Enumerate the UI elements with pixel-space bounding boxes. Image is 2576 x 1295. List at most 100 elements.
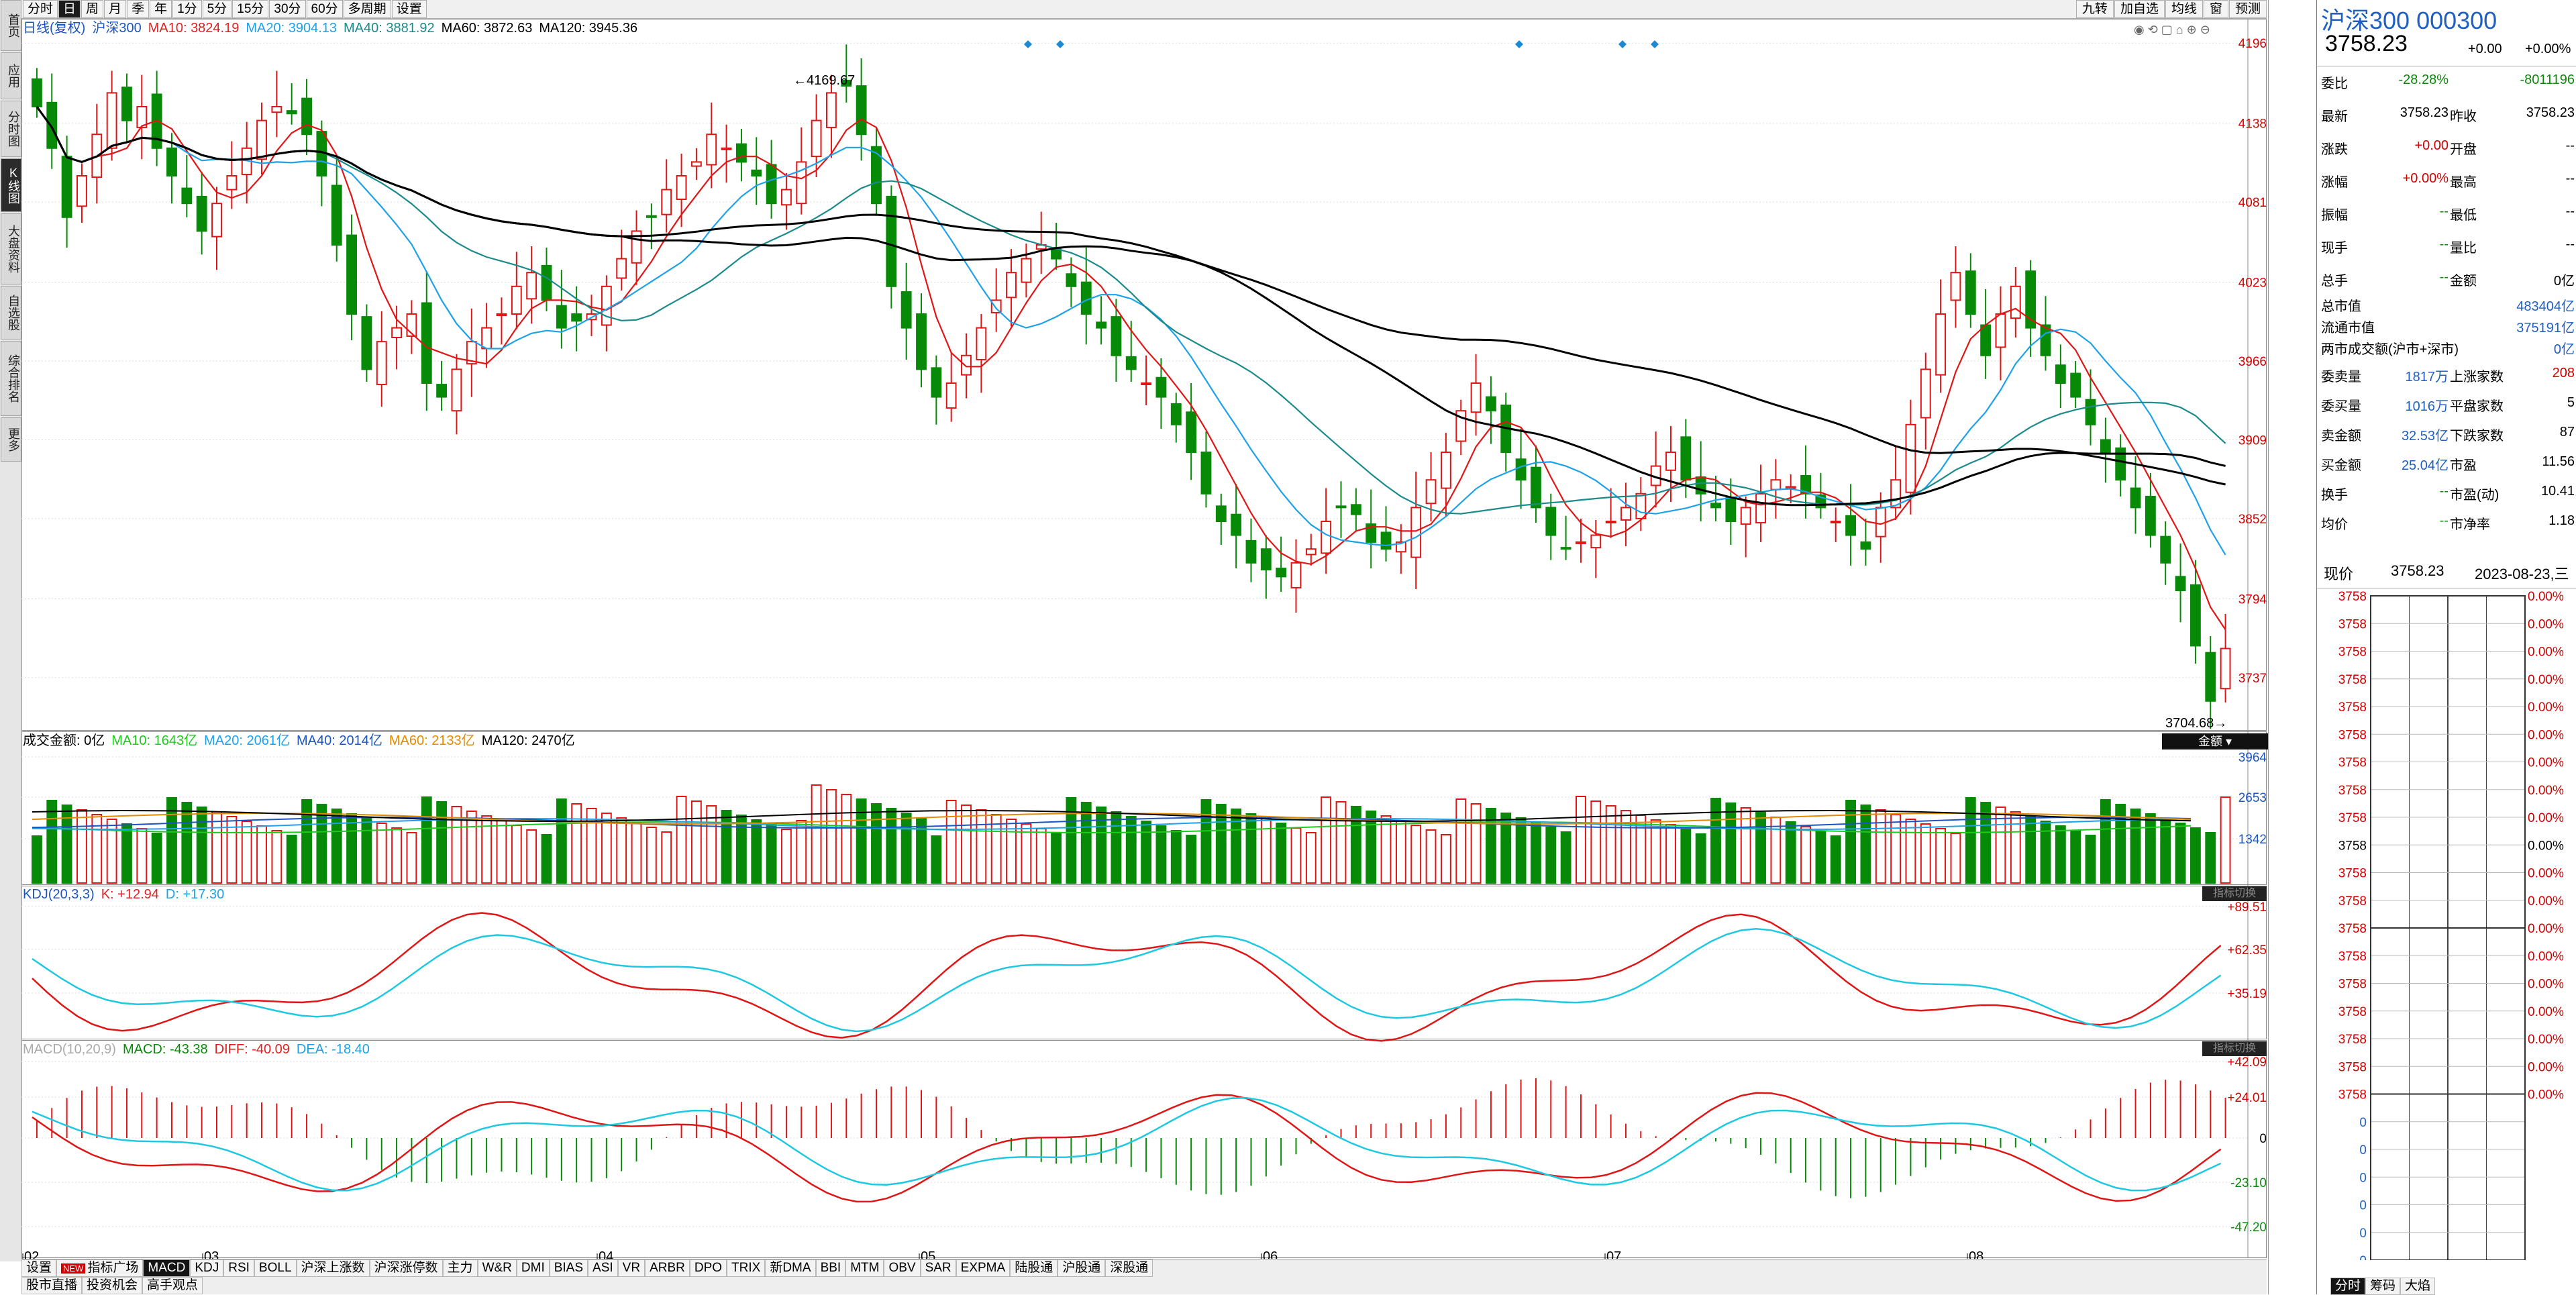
indicator-tab-15[interactable]: DPO bbox=[689, 1259, 727, 1277]
mini-price-label: 3758 bbox=[2338, 673, 2367, 687]
volume-bar bbox=[151, 833, 162, 884]
period-11[interactable]: 多周期 bbox=[343, 0, 391, 18]
candle-body bbox=[1560, 547, 1572, 550]
indicator-tab-8[interactable]: 主力 bbox=[442, 1259, 478, 1277]
event-marker[interactable] bbox=[1515, 40, 1523, 48]
event-marker[interactable] bbox=[1618, 40, 1627, 48]
sidebar-item-2[interactable]: 分时图 bbox=[1, 101, 21, 157]
period-3[interactable]: 月 bbox=[104, 0, 127, 18]
indicator-tab-25[interactable]: 深股通 bbox=[1105, 1259, 1153, 1277]
amount-switch-button[interactable]: 金额 ▾ bbox=[2162, 733, 2268, 749]
indicator-tab-18[interactable]: BBI bbox=[815, 1259, 846, 1277]
quote-label: 卖金额 bbox=[2321, 429, 2361, 444]
volume-bar bbox=[586, 808, 597, 884]
indicator-tab-23[interactable]: 陆股通 bbox=[1010, 1259, 1058, 1277]
event-marker[interactable] bbox=[1056, 40, 1064, 48]
sidebar-item-3[interactable]: K线图 bbox=[1, 158, 21, 212]
volume-bar bbox=[1590, 800, 1602, 884]
period-5[interactable]: 年 bbox=[150, 0, 172, 18]
sidebar-item-1[interactable]: 应用 bbox=[1, 52, 21, 99]
quote-label2: 市盈(动) bbox=[2450, 488, 2500, 503]
sidebar-item-7[interactable]: 更多 bbox=[1, 417, 21, 462]
mini-vol-label: 0 bbox=[2359, 1116, 2367, 1130]
indicator-tab-13[interactable]: VR bbox=[617, 1259, 646, 1277]
period-2[interactable]: 周 bbox=[81, 0, 104, 18]
indicator-tab-10[interactable]: DMI bbox=[516, 1259, 550, 1277]
indicator-tab-4[interactable]: RSI bbox=[223, 1259, 254, 1277]
period-10[interactable]: 60分 bbox=[306, 0, 343, 18]
indicator-tab-14[interactable]: ARBR bbox=[645, 1259, 690, 1277]
price-axis-label: 4196 bbox=[2238, 37, 2267, 51]
candle-body bbox=[121, 87, 132, 121]
indicator-tab-21[interactable]: SAR bbox=[920, 1259, 956, 1277]
indicator-tab-16[interactable]: TRIX bbox=[727, 1259, 766, 1277]
candle-body bbox=[856, 85, 867, 136]
period-12[interactable]: 设置 bbox=[391, 0, 427, 18]
volume-bar bbox=[61, 805, 72, 884]
mini-pct-label: 0.00% bbox=[2528, 1033, 2564, 1047]
kdj-k-line bbox=[32, 912, 2222, 1042]
volume-bar bbox=[690, 800, 702, 884]
indicator-tab-9[interactable]: W&R bbox=[477, 1259, 517, 1277]
indicator-tab-7[interactable]: 沪深涨停数 bbox=[369, 1259, 443, 1277]
period-4[interactable]: 季 bbox=[127, 0, 150, 18]
volume-bar bbox=[661, 831, 672, 884]
bottom-link-0[interactable]: 股市直播 bbox=[21, 1277, 83, 1294]
period-6[interactable]: 1分 bbox=[172, 0, 202, 18]
volume-bar bbox=[1920, 823, 1931, 884]
indicator-tab-17[interactable]: 新DMA bbox=[765, 1259, 816, 1277]
indicator-tab-2[interactable]: MACD bbox=[143, 1259, 191, 1277]
event-marker[interactable] bbox=[1024, 40, 1032, 48]
event-marker[interactable] bbox=[1651, 40, 1659, 48]
toolbar-right-2[interactable]: 均线 bbox=[2165, 0, 2203, 18]
macd-switch-button[interactable]: 指标切换 bbox=[2202, 1041, 2267, 1056]
toolbar-right-0[interactable]: 九转 bbox=[2075, 0, 2114, 18]
quote-tab-2[interactable]: 大焰 bbox=[2400, 1278, 2436, 1295]
indicator-tab-20[interactable]: OBV bbox=[884, 1259, 921, 1277]
indicator-tab-1[interactable]: NEW 指标广场 bbox=[56, 1259, 144, 1277]
volume-bar bbox=[1125, 816, 1137, 884]
volume-bar bbox=[961, 805, 972, 884]
indicator-tab-6[interactable]: 沪深上涨数 bbox=[296, 1259, 370, 1277]
legend-kdj-k: K: +12.94 bbox=[101, 887, 159, 902]
toolbar-right-3[interactable]: 窗 bbox=[2203, 0, 2228, 18]
quote-value2: -- bbox=[2565, 204, 2575, 219]
quote-label2: 市净率 bbox=[2450, 517, 2490, 532]
kline-chart-area[interactable]: 4196 4138 4081 4023 3966 3909 3852 3794 3737 3964… bbox=[21, 19, 2268, 1261]
volume-bar bbox=[841, 794, 852, 884]
quote-label: 委卖量 bbox=[2321, 370, 2361, 384]
volume-bar bbox=[721, 810, 732, 884]
indicator-tab-24[interactable]: 沪股通 bbox=[1058, 1259, 1106, 1277]
sidebar-item-6[interactable]: 综合排名 bbox=[1, 341, 21, 416]
legend-name: 沪深300 bbox=[92, 21, 142, 36]
toolbar-right-1[interactable]: 加自选 bbox=[2114, 0, 2165, 18]
indicator-tab-3[interactable]: KDJ bbox=[190, 1259, 224, 1277]
period-9[interactable]: 30分 bbox=[269, 0, 306, 18]
period-8[interactable]: 15分 bbox=[232, 0, 269, 18]
indicator-tab-11[interactable]: BIAS bbox=[549, 1259, 588, 1277]
period-0[interactable]: 分时 bbox=[23, 0, 58, 18]
indicator-tab-19[interactable]: MTM bbox=[845, 1259, 884, 1277]
indicator-tab-12[interactable]: ASI bbox=[588, 1259, 618, 1277]
candle-body bbox=[1965, 270, 1976, 315]
chart-tool-icons[interactable]: ◉ ⟲ ▢ ⌂ ⊕ ⊖ bbox=[2134, 23, 2210, 36]
quote-value: 1016万 bbox=[2405, 399, 2449, 414]
indicator-tab-label: 沪股通 bbox=[1062, 1261, 1101, 1275]
toolbar-right-4[interactable]: 预测 bbox=[2228, 0, 2267, 18]
bottom-link-1[interactable]: 投资机会 bbox=[82, 1277, 143, 1294]
sidebar-item-4[interactable]: 大盘资料 bbox=[1, 213, 21, 284]
sidebar-item-5[interactable]: 自选股 bbox=[1, 286, 21, 340]
quote-tab-1[interactable]: 筹码 bbox=[2365, 1278, 2401, 1295]
kdj-switch-button[interactable]: 指标切换 bbox=[2202, 886, 2267, 901]
period-1[interactable]: 日 bbox=[58, 0, 81, 18]
indicator-tab-5[interactable]: BOLL bbox=[254, 1259, 297, 1277]
indicator-tab-0[interactable]: 设置 bbox=[21, 1259, 57, 1277]
period-7[interactable]: 5分 bbox=[202, 0, 232, 18]
bottom-link-2[interactable]: 高手观点 bbox=[142, 1277, 203, 1294]
quote-tab-0[interactable]: 分时 bbox=[2330, 1278, 2366, 1295]
candle-body bbox=[2115, 447, 2126, 481]
mini-pct-label: 0.00% bbox=[2528, 811, 2564, 825]
sidebar-item-0[interactable]: 首页 bbox=[1, 0, 21, 51]
quote-row: 流通市值 375191亿 bbox=[2321, 317, 2575, 344]
indicator-tab-22[interactable]: EXPMA bbox=[956, 1259, 1011, 1277]
